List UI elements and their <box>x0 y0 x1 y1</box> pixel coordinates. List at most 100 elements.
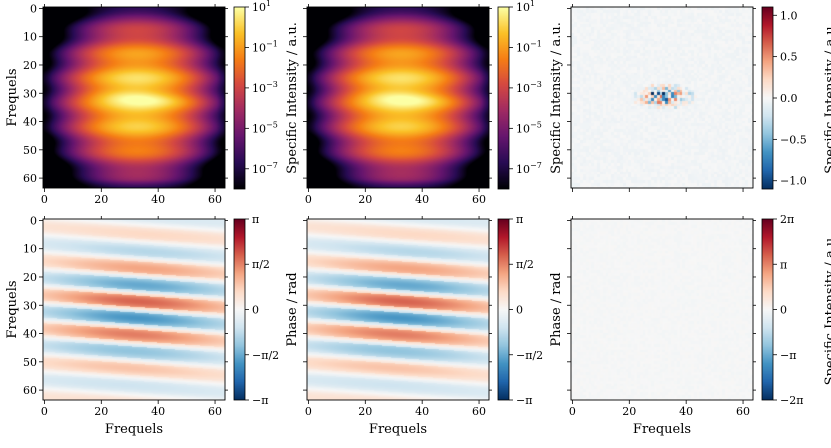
colorbar-tick-label: 10−7 <box>252 161 278 176</box>
colorbar-tick-label: −0.5 <box>780 133 807 146</box>
heatmap-top-right <box>571 7 753 188</box>
x-tick-label: 20 <box>358 193 372 206</box>
y-tick-label: 10 <box>23 31 37 44</box>
heatmap-top-left <box>43 7 225 188</box>
colorbar-tick-label: π/2 <box>252 258 270 271</box>
colorbar-tick-label: π/2 <box>516 258 534 271</box>
x-tick-label: 0 <box>305 405 312 418</box>
colorbar-label: Specific Intensity / a.u. <box>285 22 300 174</box>
colorbar-top-right <box>762 7 773 189</box>
colorbar-bottom-middle <box>498 219 509 400</box>
colorbar-tick-label: −1.0 <box>780 175 807 188</box>
panel-bottom-middle: 0 20 40 60 Frequels π π/2 0 −π/2 −π Phase / rad <box>303 213 564 437</box>
colorbar-top-left <box>234 7 245 189</box>
colorbar-tick-label: 0.5 <box>780 51 798 64</box>
colorbar-tick-label: −π <box>780 349 796 362</box>
y-tick-label: 20 <box>23 59 37 72</box>
y-tick-label: 50 <box>23 356 37 369</box>
colorbar-tick-label: 10−5 <box>252 120 278 135</box>
x-tick-label: 40 <box>151 193 165 206</box>
colorbar-tick-label: 101 <box>516 0 535 14</box>
heatmap-bottom-middle <box>307 219 489 400</box>
y-tick-label: 0 <box>30 2 37 15</box>
x-axis-label: Frequels <box>633 422 691 437</box>
y-tick-label: 20 <box>23 271 37 284</box>
x-tick-label: 40 <box>415 193 429 206</box>
colorbar-tick-label: −π <box>252 394 268 407</box>
y-tick-label: 60 <box>23 384 37 397</box>
colorbar-tick-label: 10−1 <box>516 39 542 54</box>
panel-bottom-right: 0 20 40 60 Frequels 2π π 0 −π −2π Specific Intensi… <box>567 213 831 437</box>
colorbar-label: Phase / rad <box>549 272 564 346</box>
heatmap-frame <box>570 218 754 401</box>
colorbar-tick-label: 101 <box>252 0 271 14</box>
y-axis-label: Frequels <box>5 280 20 338</box>
heatmap-frame <box>42 6 226 189</box>
heatmap-top-middle <box>307 7 489 188</box>
x-tick-label: 60 <box>208 193 222 206</box>
x-tick-label: 60 <box>736 405 750 418</box>
colorbar-tick-label: 10−1 <box>252 39 278 54</box>
y-tick-label: 0 <box>30 214 37 227</box>
heatmap-frame <box>42 218 226 401</box>
y-tick-label: 50 <box>23 144 37 157</box>
x-tick-label: 0 <box>41 193 48 206</box>
colorbar-tick-label: 10−3 <box>516 80 542 95</box>
x-tick-label: 20 <box>94 193 108 206</box>
y-tick-label: 10 <box>23 243 37 256</box>
y-tick-label: 60 <box>23 172 37 185</box>
colorbar-tick-label: 10−7 <box>516 161 542 176</box>
y-tick-label: 30 <box>23 299 37 312</box>
colorbar-tick-label: π <box>252 213 259 226</box>
heatmap-bottom-right <box>571 219 753 400</box>
x-axis-label: Frequels <box>369 422 427 437</box>
colorbar-tick-label: 2π <box>780 213 794 226</box>
x-tick-label: 60 <box>208 405 222 418</box>
x-tick-label: 40 <box>415 405 429 418</box>
x-tick-label: 40 <box>679 405 693 418</box>
colorbar-label: Phase / rad <box>285 272 300 346</box>
x-tick-label: 40 <box>151 405 165 418</box>
colorbar-bottom-right <box>762 219 773 400</box>
colorbar-tick-label: −π/2 <box>516 349 543 362</box>
colorbar-tick-label: 10−3 <box>252 80 278 95</box>
panel-top-right: 1.0 0.5 0.0 −0.5 −1.0 Specific Intensity / a.… <box>567 4 831 192</box>
colorbar-tick-label: 1.0 <box>780 9 798 22</box>
heatmap-frame <box>570 6 754 189</box>
colorbar-tick-label: −π <box>516 394 532 407</box>
colorbar-top-middle <box>498 7 509 189</box>
colorbar-label: Specific Intensity / a.u. <box>823 22 831 174</box>
colorbar-tick-label: −π/2 <box>252 349 279 362</box>
x-tick-label: 60 <box>472 405 486 418</box>
heatmap-bottom-left <box>43 219 225 400</box>
heatmap-frame <box>306 6 490 189</box>
colorbar-tick-label: 0 <box>252 304 259 317</box>
y-tick-label: 40 <box>23 116 37 129</box>
x-tick-label: 0 <box>569 405 576 418</box>
colorbar-bottom-left <box>234 219 245 400</box>
panel-top-middle: 0 20 40 60 101 10−1 10−3 10−5 10−7 Specific Inten… <box>303 0 564 206</box>
x-tick-label: 60 <box>472 193 486 206</box>
colorbar-tick-label: 0.0 <box>780 92 798 105</box>
heatmap-frame <box>306 218 490 401</box>
colorbar-tick-label: 10−5 <box>516 120 542 135</box>
y-tick-label: 30 <box>23 87 37 100</box>
colorbar-frame <box>497 6 510 190</box>
y-tick-label: 40 <box>23 328 37 341</box>
colorbar-tick-label: 0 <box>516 304 523 317</box>
y-axis-label: Frequels <box>5 68 20 126</box>
x-tick-label: 0 <box>41 405 48 418</box>
colorbar-tick-label: π <box>780 258 787 271</box>
colorbar-tick-label: 0 <box>780 304 787 317</box>
x-tick-label: 20 <box>622 405 636 418</box>
x-tick-label: 20 <box>94 405 108 418</box>
colorbar-label: Specific Intensity / a.u. <box>823 234 831 386</box>
x-tick-label: 20 <box>358 405 372 418</box>
colorbar-tick-label: −2π <box>780 394 803 407</box>
colorbar-frame <box>233 6 246 190</box>
colorbar-tick-label: π <box>516 213 523 226</box>
panel-bottom-left: 0 20 40 60 0 10 20 30 40 50 60 Frequels Frequels π π/2… <box>5 213 300 437</box>
colorbar-label: Specific Intensity / a.u. <box>549 22 564 174</box>
x-axis-label: Frequels <box>105 422 163 437</box>
